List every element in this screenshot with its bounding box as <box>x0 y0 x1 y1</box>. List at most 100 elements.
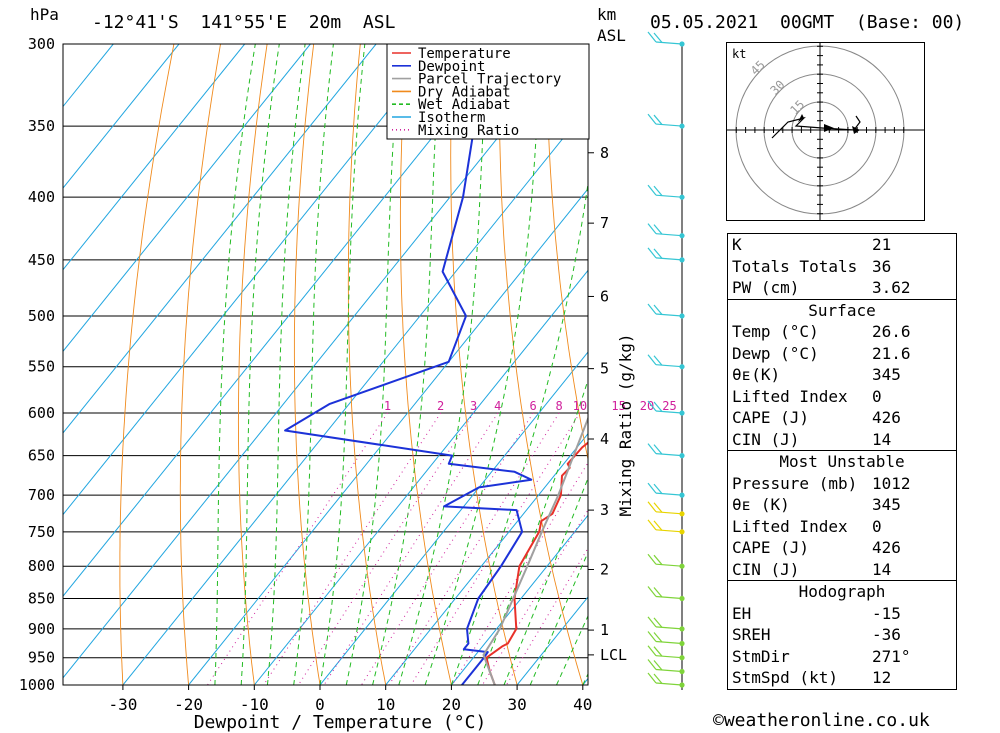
wet-adiabat-line <box>214 44 256 685</box>
indices-top-block: K 21 Totals Totals 36 PW (cm) 3.62 <box>728 234 956 300</box>
mixing-ratio-axis-title: Mixing Ratio (g/kg) <box>616 333 635 516</box>
hodograph-trace <box>771 115 861 139</box>
mixing-ratio-line <box>410 412 581 685</box>
wind-barb-flag <box>653 646 663 657</box>
most-unstable-value: 1012 <box>872 473 911 493</box>
hodograph-block: Hodograph EH -15 SREH -36 StmDir 271° StmSpd (… <box>728 581 956 689</box>
x-tick-label: 40 <box>573 695 592 714</box>
legend-label: Mixing Ratio <box>418 123 519 139</box>
most-unstable-title: Most Unstable <box>779 452 905 471</box>
hodograph-storm-arrow <box>824 124 834 132</box>
dry-adiabat-line <box>546 44 588 462</box>
pressure-tick-label: 800 <box>28 557 55 575</box>
copyright-link[interactable]: ©weatheronline.co.uk <box>713 710 930 731</box>
hodograph-value: -36 <box>872 625 901 644</box>
most-unstable-label: θᴇ (K) <box>732 495 790 514</box>
wind-barb-staff <box>655 492 683 496</box>
indices-table: K 21 Totals Totals 36 PW (cm) 3.62 Surface Te… <box>727 233 957 690</box>
index-row: K 21 <box>728 234 956 256</box>
surface-label: Temp (°C) <box>732 322 819 341</box>
pressure-tick-label: 550 <box>28 358 55 376</box>
pressure-tick-label: 950 <box>28 649 55 667</box>
wind-barb-flag <box>647 645 657 657</box>
legend-box <box>386 43 590 140</box>
pressure-tick-label: 500 <box>28 307 55 325</box>
wet-adiabat-line <box>424 44 542 685</box>
wind-barb-flag <box>653 502 663 513</box>
dry-adiabat-line <box>498 44 584 685</box>
isotherm-line <box>63 44 574 679</box>
parcel-trajectory-line <box>482 415 588 685</box>
isotherm-line <box>253 269 588 685</box>
wind-barb-flag <box>653 248 663 259</box>
wind-barb-flag <box>647 443 657 455</box>
surface-value: 426 <box>872 408 901 427</box>
wind-barb-flag <box>653 444 663 455</box>
wind-barb-flag <box>647 184 657 196</box>
wind-barb-staff <box>655 655 683 659</box>
most-unstable-label: CAPE (J) <box>732 538 810 557</box>
most-unstable-row: CAPE (J) 426 <box>728 537 956 559</box>
most-unstable-label: CIN (J) <box>732 559 800 579</box>
surface-value: 345 <box>872 365 901 384</box>
most-unstable-row: θᴇ (K) 345 <box>728 494 956 516</box>
wind-barb-flag <box>647 672 657 684</box>
hodograph-arrow <box>852 126 860 134</box>
dry-adiabat-line <box>966 44 1000 685</box>
wind-barb-flag <box>647 501 657 513</box>
most-unstable-row: Pressure (mb) 1012 <box>728 473 956 495</box>
wind-barb-flag <box>647 223 657 235</box>
hodograph-row: StmSpd (kt) 12 <box>728 667 956 689</box>
pressure-tick-label: 650 <box>28 447 55 465</box>
km-label: km <box>597 5 617 24</box>
surface-value: 14 <box>872 429 892 449</box>
surface-title: Surface <box>808 300 876 320</box>
wind-barb-flag <box>647 553 657 565</box>
height-tick-label: 2 <box>600 561 609 579</box>
dry-adiabat-line <box>179 44 221 685</box>
wind-barb-dot <box>679 668 685 675</box>
wind-barb-flag <box>653 355 663 366</box>
mixing-ratio-label: 4 <box>494 399 501 413</box>
x-tick-label: 30 <box>507 695 526 714</box>
legend-label: Temperature <box>418 46 511 62</box>
dry-adiabat-line <box>593 44 714 685</box>
hodograph-value: -15 <box>872 603 901 623</box>
wind-barb-staff <box>655 595 683 600</box>
pressure-tick-label: 600 <box>28 404 55 422</box>
dry-adiabat-line <box>347 44 387 685</box>
pressure-tick-label: 300 <box>28 35 55 53</box>
wind-barb-dot <box>679 563 685 569</box>
wind-barb-flag <box>653 632 663 643</box>
wind-barb-staff <box>655 626 683 630</box>
isotherm-line <box>63 44 311 353</box>
surface-value: 21.6 <box>872 343 911 363</box>
index-row: PW (cm) 3.62 <box>728 277 956 299</box>
x-tick-label: 20 <box>442 695 461 714</box>
wind-barb-flag <box>653 114 663 125</box>
wind-barb-staff <box>655 41 683 45</box>
mixing-ratio-label: 20 <box>640 399 654 413</box>
wind-barb-staff <box>655 410 683 414</box>
index-label: PW (cm) <box>732 278 800 297</box>
wind-barb-dot <box>679 655 685 661</box>
surface-block: Surface Temp (°C) 26.6 Dewp (°C) 21.6 θᴇ(K) 3… <box>728 300 956 451</box>
hodograph-label: SREH <box>732 625 771 644</box>
wind-barb-staff <box>655 364 683 368</box>
most-unstable-block: Most Unstable Pressure (mb) 1012 θᴇ (K) 345… <box>728 451 956 581</box>
index-value: 21 <box>872 235 892 254</box>
surface-row: θᴇ(K) 345 <box>728 364 956 386</box>
dry-adiabat-line <box>293 44 321 685</box>
wind-barb-staff <box>655 668 683 673</box>
wind-barb-flag <box>653 185 663 197</box>
pressure-unit: hPa <box>30 5 59 24</box>
legend-label: Parcel Trajectory <box>418 72 561 88</box>
wind-barb-flag <box>647 482 657 494</box>
wind-barb-flag <box>647 400 657 412</box>
wind-barb-dot <box>679 640 685 647</box>
surface-label: CIN (J) <box>732 429 800 449</box>
wind-barb-flag <box>653 224 663 235</box>
isotherm-line <box>63 44 114 108</box>
wet-adiabat-line <box>477 378 588 685</box>
wind-barb-flag <box>647 31 657 43</box>
